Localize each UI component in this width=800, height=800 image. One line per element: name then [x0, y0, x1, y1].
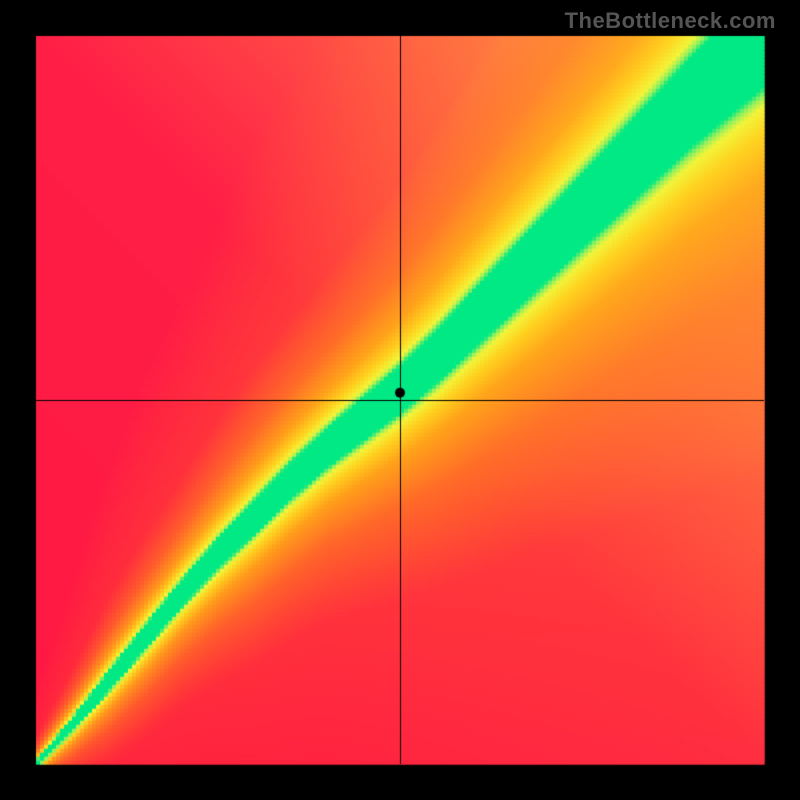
watermark-text: TheBottleneck.com: [565, 8, 776, 34]
heatmap-canvas: [0, 0, 800, 800]
chart-container: TheBottleneck.com: [0, 0, 800, 800]
